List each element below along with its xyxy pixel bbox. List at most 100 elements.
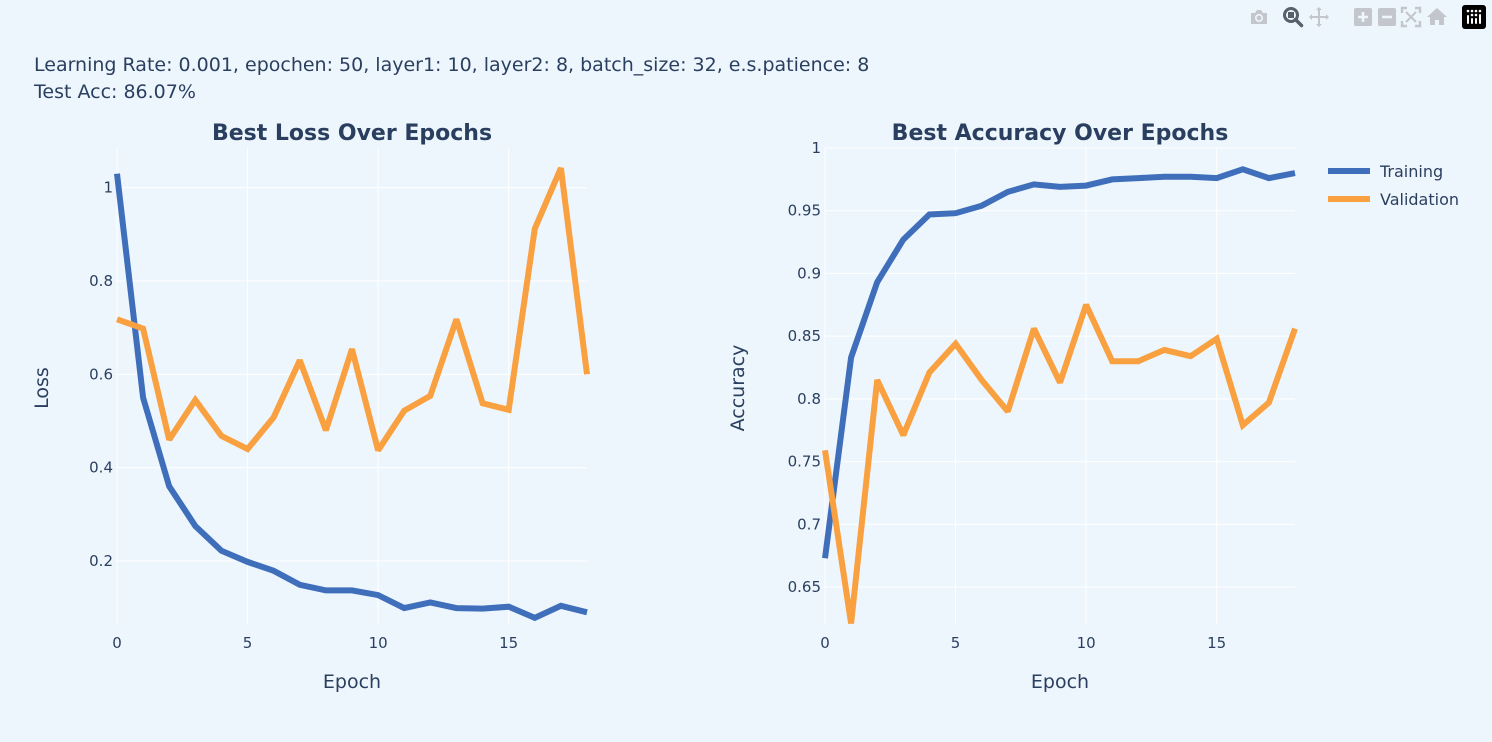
- accuracy-validation-point[interactable]: [1135, 358, 1141, 364]
- accuracy-training-point[interactable]: [822, 555, 828, 561]
- loss-validation-point[interactable]: [297, 357, 303, 363]
- loss-validation-point[interactable]: [349, 346, 355, 352]
- loss-y-tick-label: 0.6: [89, 365, 113, 383]
- accuracy-training-point[interactable]: [1083, 183, 1089, 189]
- loss-training-point[interactable]: [349, 587, 355, 593]
- accuracy-validation-point[interactable]: [1109, 358, 1115, 364]
- loss-training-point[interactable]: [375, 592, 381, 598]
- loss-training-point[interactable]: [192, 523, 198, 529]
- accuracy-validation-point[interactable]: [848, 620, 854, 626]
- legend[interactable]: Training Validation: [1328, 162, 1459, 209]
- loss-training-point[interactable]: [218, 548, 224, 554]
- accuracy-validation-point[interactable]: [822, 447, 828, 453]
- legend-item-validation[interactable]: Validation: [1328, 190, 1459, 209]
- loss-validation-point[interactable]: [480, 400, 486, 406]
- loss-training-point[interactable]: [584, 609, 590, 615]
- accuracy-training-point[interactable]: [1161, 174, 1167, 180]
- loss-training-point[interactable]: [532, 615, 538, 621]
- loss-training-point[interactable]: [297, 582, 303, 588]
- loss-validation-point[interactable]: [375, 447, 381, 453]
- reset-axes-icon[interactable]: [1426, 6, 1448, 28]
- accuracy-validation-point[interactable]: [1057, 380, 1063, 386]
- loss-validation-point[interactable]: [192, 397, 198, 403]
- accuracy-validation-point[interactable]: [979, 377, 985, 383]
- zoom-in-icon[interactable]: [1352, 6, 1374, 28]
- loss-validation-point[interactable]: [218, 433, 224, 439]
- accuracy-traces: [822, 166, 1298, 626]
- loss-validation-point[interactable]: [584, 371, 590, 377]
- accuracy-validation-point[interactable]: [874, 377, 880, 383]
- accuracy-validation-point[interactable]: [926, 370, 932, 376]
- accuracy-training-point[interactable]: [1292, 170, 1298, 176]
- loss-validation-point[interactable]: [532, 226, 538, 232]
- loss-training-point[interactable]: [140, 395, 146, 401]
- accuracy-training-line[interactable]: [822, 166, 1296, 559]
- accuracy-training-point[interactable]: [1188, 174, 1194, 180]
- accuracy-subplot[interactable]: 0 5 10 15 0.65 0.7 0.75 0.8 0.85 0.9 0.95 1 Best Ac…: [727, 121, 1298, 693]
- loss-plot-title: Best Loss Over Epochs: [212, 121, 492, 146]
- loss-validation-point[interactable]: [427, 393, 433, 399]
- loss-training-point[interactable]: [166, 483, 172, 489]
- loss-training-point[interactable]: [114, 171, 120, 177]
- loss-validation-point[interactable]: [401, 408, 407, 414]
- accuracy-validation-point[interactable]: [1083, 302, 1089, 308]
- accuracy-validation-point[interactable]: [1188, 353, 1194, 359]
- accuracy-training-point[interactable]: [1109, 176, 1115, 182]
- loss-training-point[interactable]: [323, 587, 329, 593]
- accuracy-validation-line[interactable]: [822, 303, 1298, 624]
- accuracy-training-point[interactable]: [900, 237, 906, 243]
- accuracy-validation-point[interactable]: [1214, 336, 1220, 342]
- loss-training-point[interactable]: [427, 600, 433, 606]
- loss-validation-point[interactable]: [506, 407, 512, 413]
- loss-validation-line[interactable]: [115, 166, 590, 453]
- legend-label-training: Training: [1379, 162, 1443, 181]
- accuracy-training-point[interactable]: [848, 355, 854, 361]
- accuracy-training-point[interactable]: [979, 203, 985, 209]
- pan-icon[interactable]: [1308, 6, 1330, 28]
- accuracy-training-point[interactable]: [1240, 166, 1246, 172]
- loss-validation-point[interactable]: [245, 446, 251, 452]
- accuracy-validation-point[interactable]: [1240, 422, 1246, 428]
- loss-validation-point[interactable]: [166, 437, 172, 443]
- zoom-out-icon[interactable]: [1376, 6, 1398, 28]
- loss-subplot[interactable]: 0 5 10 15 0.2 0.4 0.6 0.8 1 Best Loss Over Epoch…: [31, 121, 590, 693]
- loss-training-point[interactable]: [506, 604, 512, 610]
- loss-y-axis-label: Loss: [31, 367, 53, 409]
- accuracy-validation-point[interactable]: [1031, 326, 1037, 332]
- autoscale-icon[interactable]: [1400, 6, 1422, 28]
- accuracy-validation-point[interactable]: [953, 341, 959, 347]
- accuracy-y-tick-label: 0.85: [788, 327, 821, 345]
- accuracy-training-point[interactable]: [926, 212, 932, 218]
- accuracy-training-point[interactable]: [1031, 181, 1037, 187]
- zoom-icon[interactable]: [1282, 6, 1304, 28]
- camera-icon[interactable]: [1248, 6, 1270, 28]
- accuracy-training-point[interactable]: [1005, 189, 1011, 195]
- loss-training-point[interactable]: [401, 605, 407, 611]
- loss-training-point[interactable]: [558, 603, 564, 609]
- loss-training-point[interactable]: [453, 605, 459, 611]
- accuracy-training-point[interactable]: [1057, 184, 1063, 190]
- accuracy-validation-point[interactable]: [1266, 400, 1272, 406]
- loss-training-point[interactable]: [245, 559, 251, 565]
- accuracy-training-point[interactable]: [874, 279, 880, 285]
- accuracy-training-point[interactable]: [1135, 175, 1141, 181]
- loss-validation-point[interactable]: [271, 414, 277, 420]
- accuracy-validation-point[interactable]: [900, 432, 906, 438]
- loss-training-point[interactable]: [480, 606, 486, 612]
- accuracy-validation-point[interactable]: [1005, 408, 1011, 414]
- legend-item-training[interactable]: Training: [1328, 162, 1443, 181]
- loss-validation-point[interactable]: [114, 316, 120, 322]
- accuracy-training-point[interactable]: [953, 210, 959, 216]
- loss-validation-point[interactable]: [140, 326, 146, 332]
- accuracy-training-point[interactable]: [1266, 175, 1272, 181]
- accuracy-validation-point[interactable]: [1292, 326, 1298, 332]
- loss-validation-point[interactable]: [453, 316, 459, 322]
- loss-training-point[interactable]: [271, 568, 277, 574]
- loss-gridlines: [116, 148, 587, 624]
- loss-training-line[interactable]: [114, 173, 588, 622]
- plotly-logo[interactable]: [1462, 5, 1486, 29]
- accuracy-training-point[interactable]: [1214, 175, 1220, 181]
- loss-validation-point[interactable]: [323, 427, 329, 433]
- loss-validation-point[interactable]: [558, 165, 564, 171]
- accuracy-validation-point[interactable]: [1161, 347, 1167, 353]
